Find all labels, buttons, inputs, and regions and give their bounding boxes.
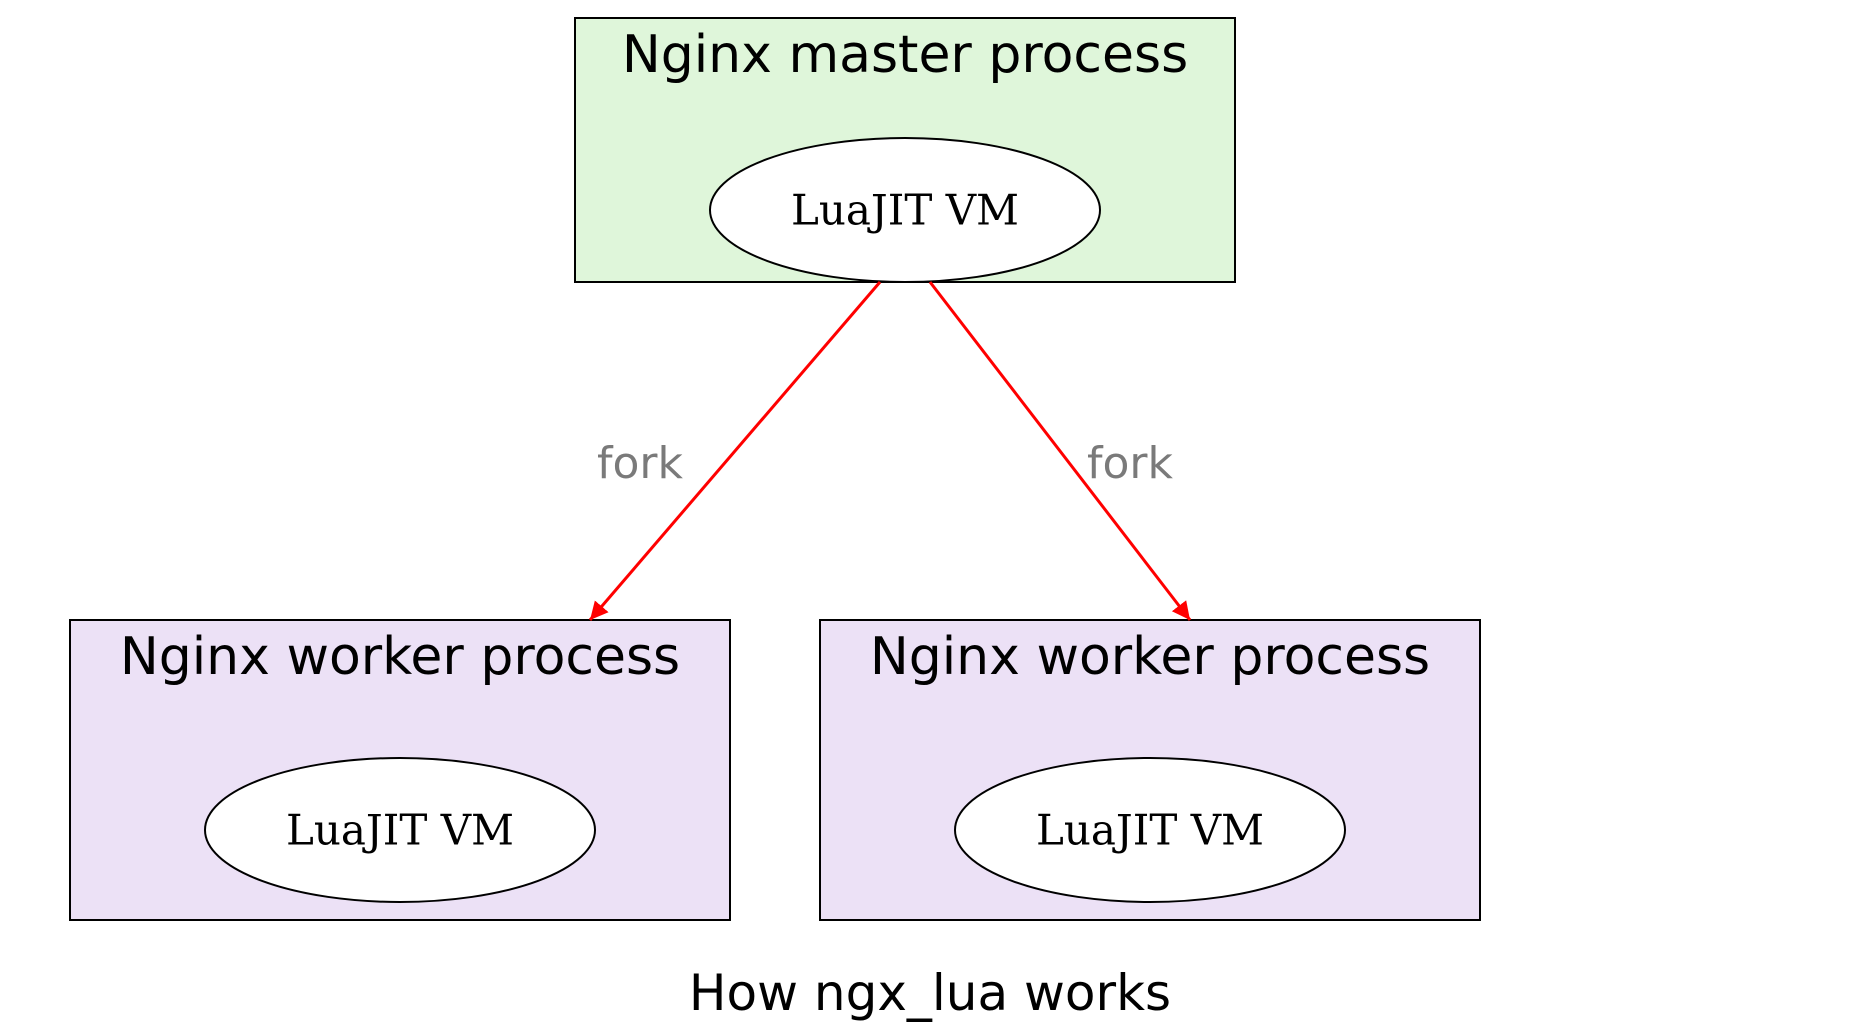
diagram-caption: How ngx_lua works: [689, 964, 1171, 1022]
worker-right-vm-label: LuaJIT VM: [1036, 806, 1264, 855]
worker-right-node: Nginx worker process LuaJIT VM: [820, 620, 1480, 920]
master-process-node: Nginx master process LuaJIT VM: [575, 18, 1235, 282]
master-title: Nginx master process: [622, 25, 1188, 85]
worker-left-node: Nginx worker process LuaJIT VM: [70, 620, 730, 920]
fork-label-right: fork: [1087, 438, 1174, 489]
diagram-canvas: Nginx master process LuaJIT VM Nginx wor…: [0, 0, 1860, 1036]
worker-left-vm-label: LuaJIT VM: [286, 806, 514, 855]
worker-right-title: Nginx worker process: [870, 627, 1430, 687]
fork-label-left: fork: [597, 438, 684, 489]
master-vm-label: LuaJIT VM: [791, 186, 1019, 235]
worker-left-title: Nginx worker process: [120, 627, 680, 687]
